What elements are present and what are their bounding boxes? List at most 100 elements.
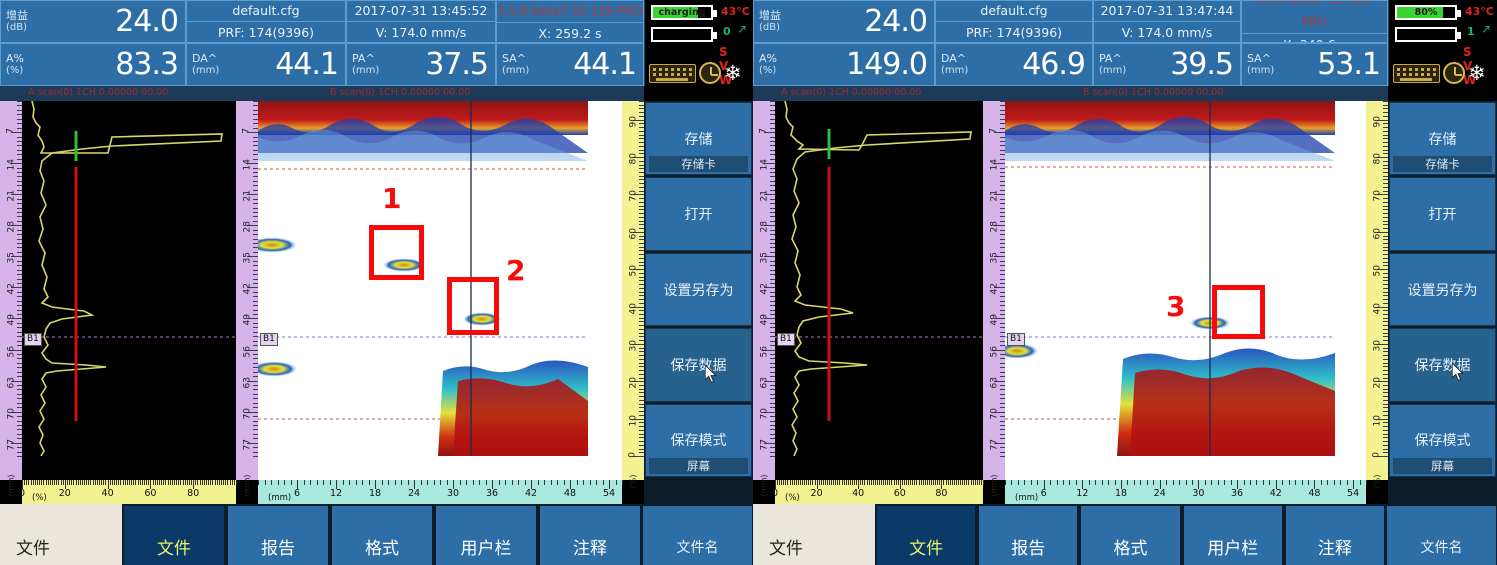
bscan-defect-lower-left — [258, 361, 298, 377]
sa-readout-2[interactable]: SA^ (mm) 53.1 — [1241, 43, 1388, 86]
gate-label-b1-bscan: B1 — [260, 333, 278, 346]
menu-item-open-label-2: 打开 — [1428, 207, 1457, 224]
da-value: 44.1 — [275, 47, 339, 82]
menu-item-save-mode-2[interactable]: 保存模式 屏幕 — [1389, 403, 1496, 478]
menu-item-filename-label: 文件名 — [676, 539, 719, 556]
keyboard-icon[interactable] — [649, 63, 696, 83]
da-unit-2: (mm) — [941, 64, 969, 76]
da-label-2: DA^ — [941, 51, 967, 65]
amplitude-unit-2: (%) — [759, 64, 777, 76]
bscan-info-text-2: B scan(0) 1CH 0.00000 00.00 — [1083, 87, 1224, 98]
da-readout[interactable]: DA^ (mm) 44.1 — [186, 43, 346, 86]
da-readout-2[interactable]: DA^ (mm) 46.9 — [935, 43, 1093, 86]
clock-icon-2 — [1443, 62, 1465, 84]
menu-item-save-mode-label-2: 保存模式 — [1414, 433, 1471, 450]
menu-item-filename-label-2: 文件名 — [1420, 539, 1463, 556]
gain-readout[interactable]: 增益 (dB) 24.0 — [0, 0, 186, 43]
arrow-up-icon-2: ↗ — [1481, 22, 1492, 36]
config-readout-2[interactable]: default.cfg PRF: 174(9396) — [935, 0, 1093, 43]
ascan-plot[interactable]: B1 — [22, 101, 236, 480]
tab-format[interactable]: 格式 — [332, 506, 432, 565]
tab-file-2[interactable]: 文件 — [877, 506, 976, 565]
pa-unit-2: (mm) — [1099, 64, 1127, 76]
clock-icon — [699, 62, 721, 84]
plots-container-right: 7 14 21 28 35 42 49 56 63 70 77 (mm) B1 7 14 21 28 35 42… — [753, 101, 1388, 496]
config-prf: PRF: 174(9396) — [217, 25, 315, 40]
pa-readout[interactable]: PA^ (mm) 37.5 — [346, 43, 496, 86]
angle-readout: 0 — [723, 25, 731, 38]
firmware-version: 3.5.8-beta7 32-128-PRO — [497, 3, 643, 18]
tab-userbar-2[interactable]: 用户栏 — [1183, 506, 1282, 565]
bscan-plot[interactable]: B1 — [258, 101, 622, 480]
gain-label: 增益 — [6, 8, 28, 22]
amplitude-percent-readout-2[interactable]: A% (%) 149.0 — [753, 43, 935, 86]
sa-readout[interactable]: SA^ (mm) 44.1 — [496, 43, 644, 86]
sa-unit-2: (mm) — [1247, 64, 1275, 76]
tab-userbar[interactable]: 用户栏 — [436, 506, 536, 565]
menu-item-save-mode[interactable]: 保存模式 屏幕 — [645, 403, 752, 478]
gain-readout-2[interactable]: 增益 (dB) 24.0 — [753, 0, 935, 43]
amplitude-value: 83.3 — [115, 47, 179, 82]
da-unit: (mm) — [192, 64, 220, 76]
tab-format-2[interactable]: 格式 — [1081, 506, 1180, 565]
gain-unit-2: (dB) — [759, 21, 781, 33]
side-menu-left: 存储 存储卡 打开 设置另存为 保存数据 保存模式 屏幕 — [644, 101, 753, 480]
ascan-plot-2[interactable]: B1 — [775, 101, 983, 480]
config-file-2: default.cfg — [936, 1, 1092, 22]
battery-charging-icon: charging — [651, 5, 717, 20]
menu-item-save-settings-as[interactable]: 设置另存为 — [645, 252, 752, 327]
ascan-trace — [31, 101, 223, 456]
tab-report[interactable]: 报告 — [228, 506, 328, 565]
menu-item-save-settings-as-2[interactable]: 设置另存为 — [1389, 252, 1496, 327]
bscan-defect-1 — [382, 258, 426, 272]
pa-value: 37.5 — [425, 47, 489, 82]
menu-item-filename[interactable]: 文件名 Screen### — [643, 506, 752, 565]
battery-level-label-2: 80% — [1414, 7, 1438, 18]
keyboard-icon-2[interactable] — [1393, 63, 1440, 83]
tab-annotation-2[interactable]: 注释 — [1285, 506, 1385, 565]
da-value-2: 46.9 — [1022, 47, 1086, 82]
status-header-left: 增益 (dB) 24.0 default.cfg PRF: 174(9396) … — [0, 0, 753, 87]
config-file: default.cfg — [187, 1, 345, 22]
side-menu-right: 存储 存储卡 打开 设置另存为 保存数据 保存模式 屏幕 — [1388, 101, 1497, 480]
menu-item-save-data-2[interactable]: 保存数据 — [1389, 328, 1496, 402]
bottom-tabbar-right: 文件 文件 报告 格式 用户栏 注释 文件名 Screen### — [753, 504, 1497, 565]
menu-item-save-data-label-2: 保存数据 — [1414, 357, 1471, 374]
amplitude-percent-readout[interactable]: A% (%) 83.3 — [0, 43, 186, 86]
battery-secondary-icon — [651, 27, 717, 42]
bscan-defect-2 — [462, 312, 502, 326]
menu-item-filename-2[interactable]: 文件名 Screen### — [1387, 506, 1496, 565]
pa-readout-2[interactable]: PA^ (mm) 39.5 — [1093, 43, 1241, 86]
sa-unit: (mm) — [502, 64, 530, 76]
plot-body-left: 7 14 21 28 35 42 49 56 63 70 77 (mm) B1 7 14 21 28 35 42… — [0, 101, 753, 496]
pa-label: PA^ — [352, 51, 375, 65]
ascan-horizontal-axis-2: 0 20 40 60 80 (%) — [772, 480, 984, 504]
tab-annotation[interactable]: 注释 — [540, 506, 640, 565]
bscan-plot-2[interactable]: B1 — [1005, 101, 1366, 480]
amplitude-label-2: A% — [759, 51, 777, 65]
da-label: DA^ — [192, 51, 218, 65]
menu-item-store[interactable]: 存储 存储卡 — [645, 102, 752, 176]
screenshot-instance-left: 增益 (dB) 24.0 default.cfg PRF: 174(9396) … — [0, 0, 753, 565]
firmware-version-2: 3.5.8-beta7 32-128-PRO — [1254, 1, 1374, 29]
x-position-value: X: 259.2 s — [538, 25, 602, 41]
bscan-horizontal-axis: 6 12 18 24 30 36 42 48 54 (mm) — [258, 480, 623, 504]
menu-item-open-label: 打开 — [684, 207, 713, 224]
menu-item-save-data[interactable]: 保存数据 — [645, 328, 752, 402]
menu-item-open-2[interactable]: 打开 — [1389, 177, 1496, 251]
menu-item-store-label: 存储 — [684, 131, 713, 148]
amplitude-value-2: 149.0 — [846, 47, 928, 82]
config-readout[interactable]: default.cfg PRF: 174(9396) — [186, 0, 346, 43]
menu-item-open[interactable]: 打开 — [645, 177, 752, 251]
bscan-vertical-axis: 7 14 21 28 35 42 49 56 63 70 77 (mm) — [236, 101, 258, 496]
plots-container-left: 7 14 21 28 35 42 49 56 63 70 77 (mm) B1 7 14 21 28 35 42… — [0, 101, 644, 496]
status-header-right: 增益 (dB) 24.0 default.cfg PRF: 174(9396) … — [753, 0, 1497, 87]
tab-report-2[interactable]: 报告 — [979, 506, 1078, 565]
amplitude-label: A% — [6, 51, 24, 65]
battery-level-icon-2: 80% — [1395, 5, 1461, 20]
tab-file[interactable]: 文件 — [124, 506, 224, 565]
gate-label-b1-bscan-2: B1 — [1007, 333, 1025, 346]
scan-info-strip-left: A scan(0) 1CH 0.00000 00.00 B scan(0) 1C… — [0, 86, 753, 101]
menu-item-store-2[interactable]: 存储 存储卡 — [1389, 102, 1496, 176]
